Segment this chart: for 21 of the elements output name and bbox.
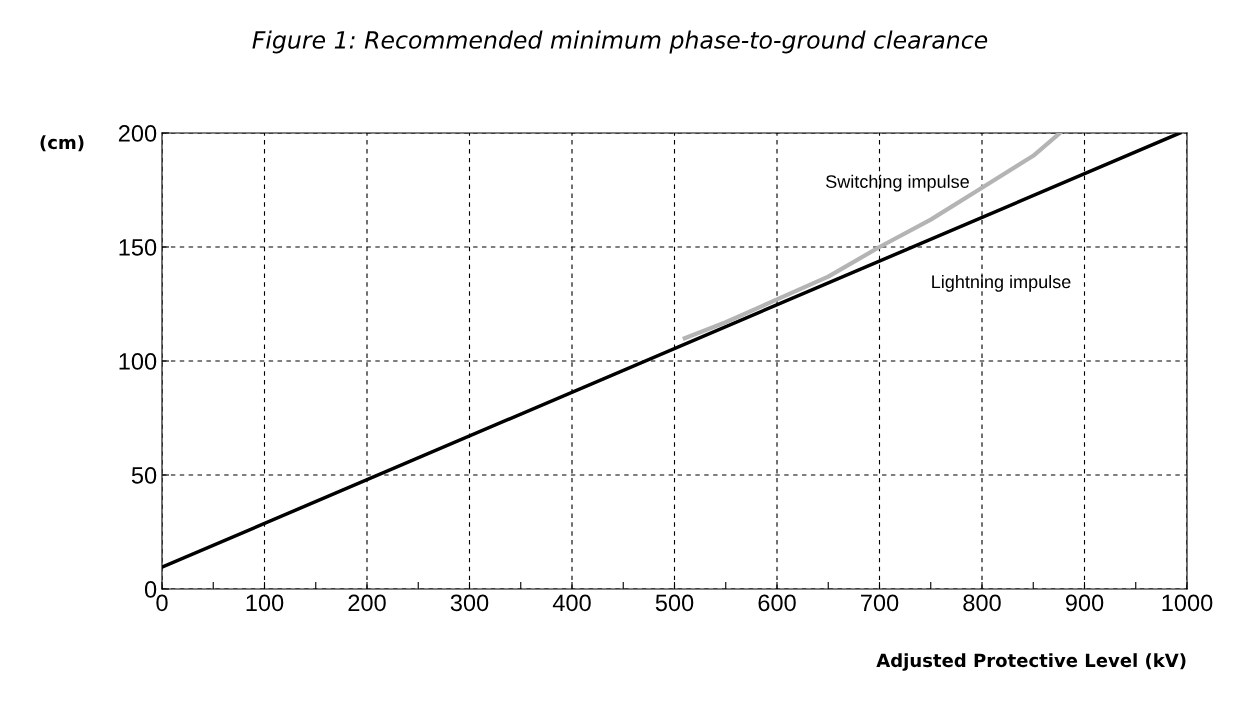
x-tick-label: 500 [655,594,694,612]
y-tick-label: 100 [119,353,157,370]
chart-title: Figure 1: Recommended minimum phase-to-ground clearance [252,30,988,54]
y-tick-label: 50 [131,467,157,484]
x-axis-title: Adjusted Protective Level (kV) [876,653,1186,671]
y-tick-label: 200 [118,125,157,142]
series-label: Lightning impulse [932,274,1071,292]
x-tick-label: 600 [758,594,796,612]
x-tick-label: 900 [1065,594,1104,612]
y-tick-label: 150 [119,239,157,256]
x-tick-label: 1000 [1162,594,1213,612]
x-tick-label: 200 [348,594,386,612]
y-tick-label: 0 [144,581,157,598]
x-tick-label: 800 [963,594,1001,612]
x-tick-label: 400 [552,594,591,612]
x-tick-label: 300 [450,594,489,612]
x-tick-label: 700 [861,594,899,612]
x-tick-label: 0 [156,594,168,612]
y-axis-title: (cm) [40,135,84,152]
x-tick-label: 100 [246,594,284,612]
series-label: Switching impulse [826,174,969,192]
